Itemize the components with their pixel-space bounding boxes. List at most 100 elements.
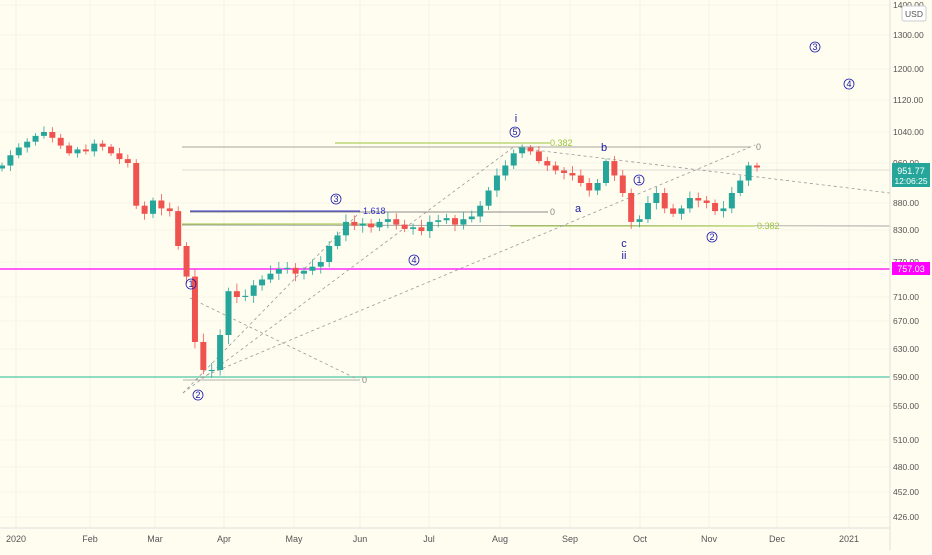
wave-labels: 1 2 3 4 5 1 2 3 4 (185, 41, 855, 401)
wave-2-late-label: 2 (706, 231, 718, 243)
candle (49, 127, 56, 143)
candle (91, 139, 98, 157)
candle (108, 144, 115, 157)
wave-5-top-label: 5 (509, 126, 521, 138)
candle (309, 259, 316, 275)
candle (250, 280, 257, 303)
candle (124, 154, 131, 168)
candle (359, 218, 366, 233)
candle (150, 197, 156, 219)
candle (594, 179, 601, 195)
wave-3-mid-label: 3 (330, 193, 342, 205)
candle (24, 138, 31, 153)
candle (351, 215, 358, 230)
price-tick-label: 830.00 (893, 225, 919, 235)
candle (74, 147, 81, 158)
wave-a-label: a (575, 203, 582, 215)
candle (334, 231, 341, 250)
candle (510, 149, 517, 169)
candle (502, 160, 509, 181)
candle (720, 201, 727, 218)
candle (443, 213, 450, 225)
time-tick-label: Dec (769, 534, 786, 544)
fib-0382-top-label: 0.382 (550, 138, 573, 148)
candle (661, 188, 668, 214)
candle (275, 262, 282, 281)
svg-text:2: 2 (195, 390, 200, 400)
candle (326, 241, 333, 268)
candles (0, 126, 760, 378)
candle (519, 144, 526, 158)
candle (32, 133, 39, 146)
candle (586, 178, 593, 197)
candle (552, 161, 559, 175)
candle (703, 196, 710, 209)
wave-i-label: i (515, 113, 517, 125)
time-tick-label: 2021 (839, 534, 859, 544)
price-tick-label: 880.00 (893, 198, 919, 208)
time-tick-label: Feb (82, 534, 98, 544)
svg-text:3: 3 (333, 194, 338, 204)
candle (754, 162, 760, 172)
candle (410, 223, 417, 235)
price-tick-label: 426.00 (893, 512, 919, 522)
price-tick-label: 510.00 (893, 435, 919, 445)
svg-text:USD: USD (905, 9, 923, 19)
time-tick-label: Mar (147, 534, 163, 544)
price-axis-ticks: 1400.001300.001200.001120.001040.00960.0… (893, 0, 924, 522)
candle (670, 204, 677, 218)
candle (737, 175, 744, 196)
candle (527, 145, 534, 155)
time-tick-label: May (285, 534, 303, 544)
candle (40, 126, 47, 139)
candle (544, 156, 551, 171)
candle (116, 147, 123, 164)
candle (225, 287, 232, 345)
candle (158, 194, 165, 216)
wave-1-early-label: 1 (185, 278, 197, 290)
candle (628, 188, 635, 229)
wave-2-early-label: 2 (192, 389, 204, 401)
svg-text:4: 4 (846, 79, 851, 89)
candle (200, 333, 207, 375)
price-tick-label: 1120.00 (893, 95, 923, 105)
price-tick-label: 1400.00 (893, 0, 924, 10)
candle (611, 156, 618, 181)
wave-c-label: c (621, 238, 627, 250)
candle (368, 219, 375, 233)
candle (317, 256, 324, 274)
candle (292, 263, 299, 282)
currency-badge[interactable]: USD (901, 5, 927, 22)
candle (208, 363, 215, 378)
candle (493, 168, 500, 197)
candle (15, 143, 22, 159)
candle (301, 267, 307, 280)
candle (82, 144, 89, 155)
candle (175, 206, 182, 250)
countdown-timer: 12:06:25 (894, 176, 927, 186)
price-tick-label: 670.00 (893, 316, 919, 326)
time-tick-label: Nov (701, 534, 718, 544)
candle (418, 219, 425, 236)
candle (728, 187, 735, 214)
candle (133, 159, 140, 209)
svg-text:4: 4 (411, 255, 416, 265)
svg-text:3: 3 (812, 42, 817, 52)
price-tick-label: 1040.00 (893, 127, 924, 137)
magenta-level-tag: 757.03 (892, 262, 930, 275)
svg-text:2: 2 (709, 232, 714, 242)
candle (242, 289, 249, 302)
price-tick-label: 480.00 (893, 462, 919, 472)
wave-b-label: b (601, 142, 607, 154)
current-price-tag: 951.77 12:06:25 (892, 163, 930, 187)
price-tick-label: 1300.00 (893, 30, 924, 40)
time-tick-label: Jul (423, 534, 435, 544)
dashed-trend-lines[interactable] (182, 144, 891, 394)
candle (477, 201, 484, 223)
candle (342, 214, 349, 242)
candle (636, 215, 643, 228)
candle (426, 215, 433, 238)
candle (653, 187, 660, 210)
